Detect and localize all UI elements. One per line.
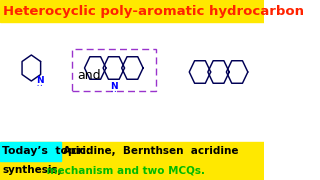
Text: ..: .. [109, 87, 118, 93]
Text: Acridine,  Bernthsen  acridine: Acridine, Bernthsen acridine [63, 146, 238, 156]
Text: N: N [110, 82, 118, 91]
Text: Heterocyclic poly-aromatic hydrocarbon: Heterocyclic poly-aromatic hydrocarbon [3, 4, 304, 17]
Text: Today’s  topic:: Today’s topic: [3, 146, 91, 156]
Text: ..: .. [36, 80, 44, 87]
Bar [0, 0, 264, 22]
Bar [0, 142, 61, 161]
Text: mechanism and two MCQs.: mechanism and two MCQs. [43, 165, 205, 175]
Text: synthesis,: synthesis, [3, 165, 62, 175]
Bar [0, 142, 264, 180]
Text: N: N [36, 76, 44, 85]
Text: and: and [77, 69, 101, 82]
Bar [72, 49, 156, 91]
